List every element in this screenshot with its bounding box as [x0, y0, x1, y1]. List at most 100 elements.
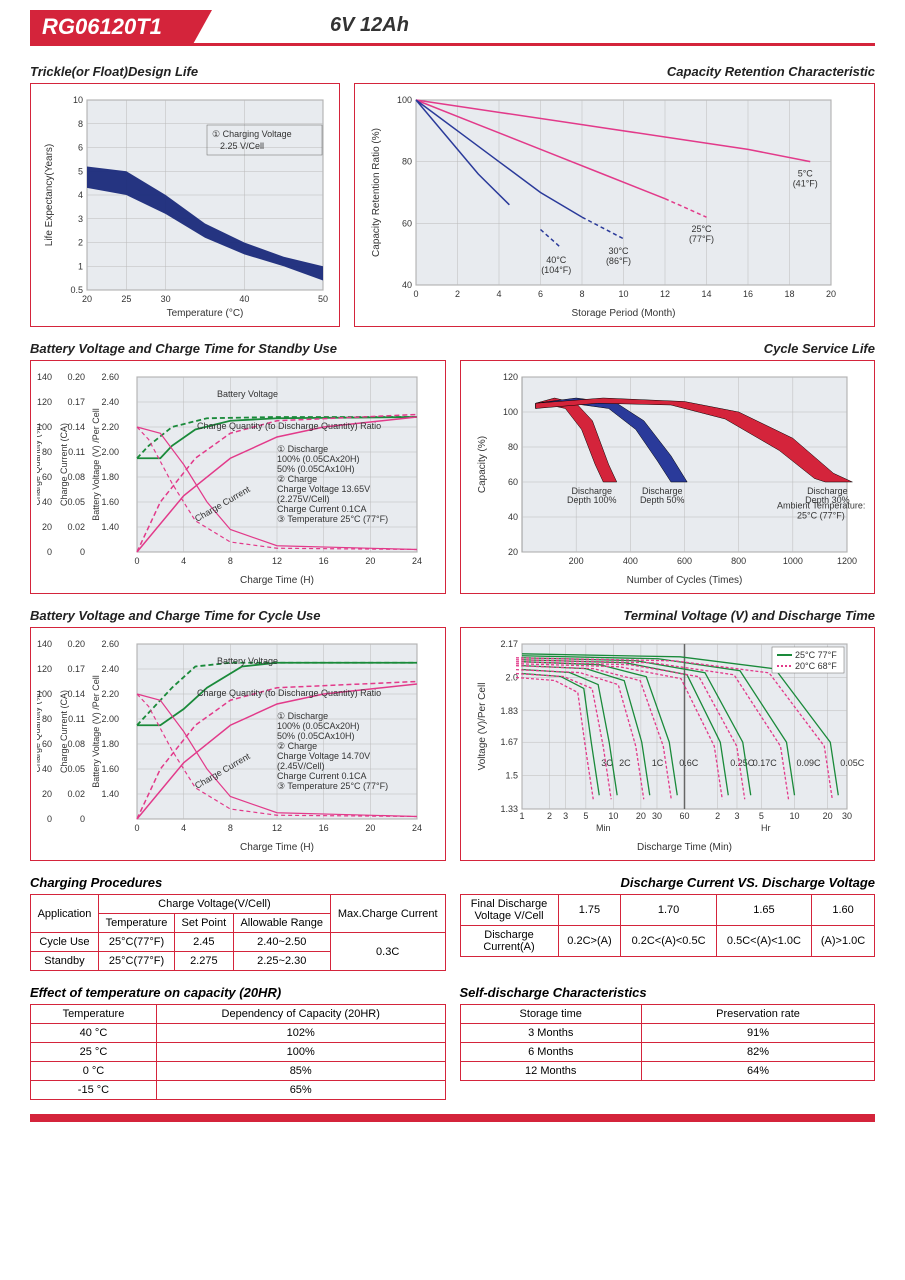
svg-text:1: 1: [78, 261, 83, 271]
svg-text:2: 2: [455, 289, 460, 299]
svg-text:16: 16: [319, 556, 329, 566]
svg-text:20: 20: [822, 811, 832, 821]
svg-text:(41°F): (41°F): [793, 179, 818, 189]
svg-text:12: 12: [272, 823, 282, 833]
svg-text:2.00: 2.00: [101, 447, 119, 457]
svg-text:18: 18: [784, 289, 794, 299]
svg-text:Battery Voltage (V) /Per Cell: Battery Voltage (V) /Per Cell: [91, 675, 101, 788]
svg-text:0.05C: 0.05C: [840, 758, 865, 768]
svg-text:20: 20: [365, 823, 375, 833]
svg-text:20: 20: [826, 289, 836, 299]
svg-text:2.40: 2.40: [101, 397, 119, 407]
svg-text:5: 5: [583, 811, 588, 821]
svg-text:2.25 V/Cell: 2.25 V/Cell: [220, 141, 264, 151]
header: RG06120T1 6V 12Ah: [30, 10, 875, 46]
svg-text:3: 3: [563, 811, 568, 821]
svg-text:4: 4: [78, 190, 83, 200]
svg-text:100% (0.05CAx20H): 100% (0.05CAx20H): [277, 454, 360, 464]
tempcap-title: Effect of temperature on capacity (20HR): [30, 985, 446, 1000]
svg-text:1.60: 1.60: [101, 497, 119, 507]
svg-text:120: 120: [502, 372, 517, 382]
svg-text:600: 600: [676, 556, 691, 566]
svg-text:50% (0.05CAx10H): 50% (0.05CAx10H): [277, 464, 355, 474]
svg-text:1.83: 1.83: [500, 706, 518, 716]
svg-text:③ Temperature 25°C (77°F): ③ Temperature 25°C (77°F): [277, 514, 388, 524]
standby-chart: 00200.021.40400.051.60600.081.80800.112.…: [30, 360, 446, 594]
svg-text:1.67: 1.67: [500, 737, 518, 747]
svg-text:60: 60: [507, 477, 517, 487]
svg-text:5°C: 5°C: [798, 169, 814, 179]
svg-text:140: 140: [37, 639, 52, 649]
svg-text:100% (0.05CAx20H): 100% (0.05CAx20H): [277, 721, 360, 731]
dischargev-table: Final Discharge Voltage V/Cell1.751.701.…: [460, 894, 876, 957]
svg-text:0.08: 0.08: [67, 472, 85, 482]
svg-text:24: 24: [412, 556, 422, 566]
svg-text:2: 2: [547, 811, 552, 821]
svg-text:4: 4: [496, 289, 501, 299]
trickle-title: Trickle(or Float)Design Life: [30, 64, 340, 79]
svg-text:20: 20: [82, 294, 92, 304]
svg-text:40: 40: [507, 512, 517, 522]
svg-text:0.11: 0.11: [68, 714, 85, 724]
svg-text:(104°F): (104°F): [541, 265, 571, 275]
svg-text:2: 2: [78, 238, 83, 248]
svg-text:2.17: 2.17: [500, 639, 518, 649]
svg-text:20°C 68°F: 20°C 68°F: [795, 661, 837, 671]
svg-text:Capacity (%): Capacity (%): [477, 436, 488, 493]
model-badge: RG06120T1: [30, 10, 192, 44]
svg-text:Charge Quantity (to Discharge: Charge Quantity (to Discharge Quantity) …: [197, 688, 381, 698]
svg-text:40°C: 40°C: [546, 255, 567, 265]
svg-text:0: 0: [47, 547, 52, 557]
svg-text:0.11: 0.11: [68, 447, 85, 457]
svg-text:Charge Current (CA): Charge Current (CA): [59, 423, 69, 506]
svg-text:1.40: 1.40: [101, 789, 119, 799]
svg-text:12: 12: [272, 556, 282, 566]
svg-text:0: 0: [80, 814, 85, 824]
svg-text:(2.45V/Cell): (2.45V/Cell): [277, 761, 325, 771]
svg-text:12: 12: [660, 289, 670, 299]
svg-text:0.14: 0.14: [67, 422, 85, 432]
svg-text:0.08: 0.08: [67, 739, 85, 749]
svg-text:① Discharge: ① Discharge: [277, 444, 328, 454]
svg-text:140: 140: [37, 372, 52, 382]
standby-title: Battery Voltage and Charge Time for Stan…: [30, 341, 446, 356]
svg-text:1.60: 1.60: [101, 764, 119, 774]
svg-text:0: 0: [80, 547, 85, 557]
svg-text:20: 20: [42, 789, 52, 799]
svg-text:0: 0: [134, 556, 139, 566]
svg-text:Charge Quantity (to Discharge: Charge Quantity (to Discharge Quantity) …: [197, 421, 381, 431]
cyclelife-title: Cycle Service Life: [460, 341, 876, 356]
svg-text:0.17C: 0.17C: [752, 758, 777, 768]
svg-text:1.5: 1.5: [505, 771, 518, 781]
svg-text:16: 16: [743, 289, 753, 299]
svg-text:20: 20: [635, 811, 645, 821]
svg-text:Depth 50%: Depth 50%: [639, 495, 684, 505]
svg-text:0.05: 0.05: [67, 764, 85, 774]
svg-text:Charge Quantity (%): Charge Quantity (%): [37, 690, 42, 772]
svg-text:40: 40: [42, 497, 52, 507]
svg-text:4: 4: [181, 556, 186, 566]
svg-text:5: 5: [78, 166, 83, 176]
svg-text:③ Temperature 25°C (77°F): ③ Temperature 25°C (77°F): [277, 781, 388, 791]
svg-text:0: 0: [134, 823, 139, 833]
svg-text:5: 5: [758, 811, 763, 821]
svg-text:120: 120: [37, 397, 52, 407]
svg-text:20: 20: [507, 547, 517, 557]
svg-text:0.17: 0.17: [67, 664, 85, 674]
svg-text:2C: 2C: [619, 758, 631, 768]
svg-text:50: 50: [318, 294, 328, 304]
svg-text:10: 10: [608, 811, 618, 821]
svg-text:0.09C: 0.09C: [796, 758, 821, 768]
svg-text:Battery Voltage: Battery Voltage: [217, 389, 278, 399]
svg-text:② Charge: ② Charge: [277, 741, 317, 751]
svg-text:120: 120: [37, 664, 52, 674]
svg-text:1: 1: [519, 811, 524, 821]
svg-text:40: 40: [402, 280, 412, 290]
svg-text:2: 2: [715, 811, 720, 821]
svg-text:Depth 100%: Depth 100%: [567, 495, 617, 505]
svg-text:25°C (77°F): 25°C (77°F): [797, 510, 845, 520]
svg-text:60: 60: [679, 811, 689, 821]
svg-text:25°C 77°F: 25°C 77°F: [795, 650, 837, 660]
svg-text:0: 0: [413, 289, 418, 299]
cyclecharge-chart: 00200.021.40400.051.60600.081.80800.112.…: [30, 627, 446, 861]
